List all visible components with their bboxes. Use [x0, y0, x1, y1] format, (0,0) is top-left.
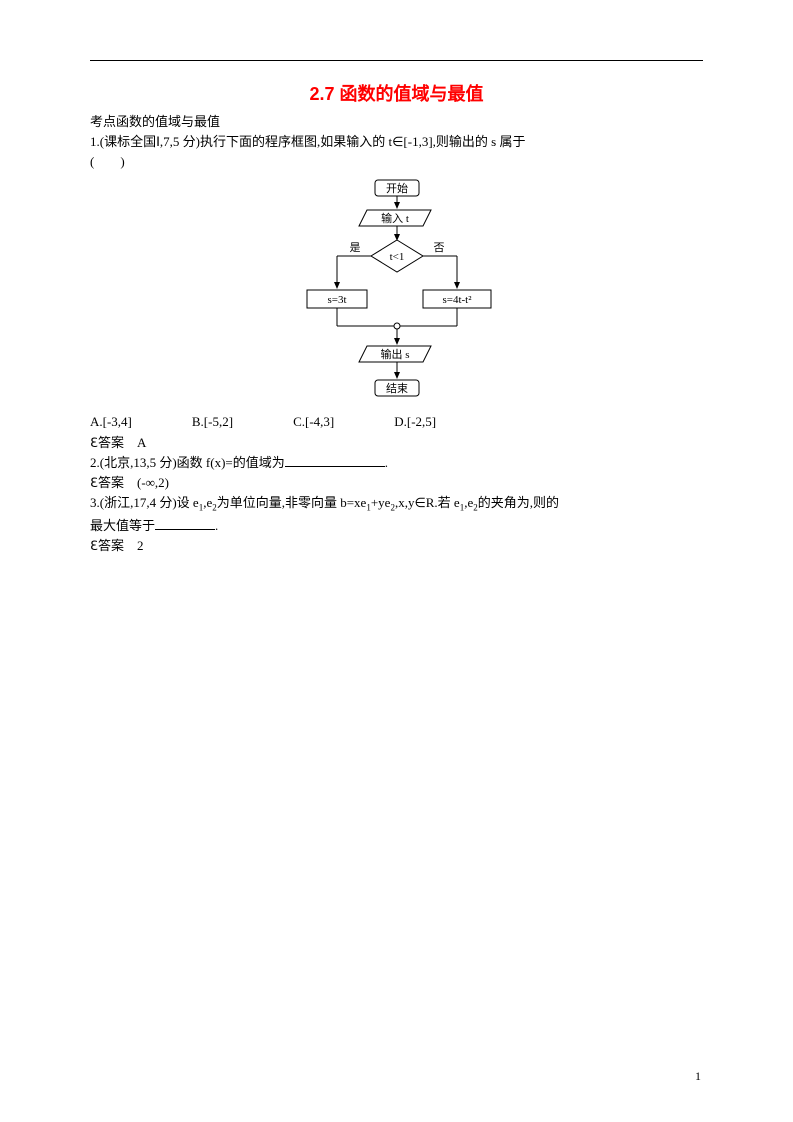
- q3-blank: [155, 517, 215, 529]
- page-title: 2.7 函数的值域与最值: [90, 80, 703, 106]
- flowchart-svg: 开始 输入 t t<1 是 否 s=3t s=4t-t² 输出 s: [297, 178, 497, 408]
- fc-input: 输入 t: [381, 211, 409, 225]
- option-b: B.[-5,2]: [192, 412, 233, 432]
- flowchart: 开始 输入 t t<1 是 否 s=3t s=4t-t² 输出 s: [90, 178, 703, 408]
- q1-stem-a: 1.(课标全国Ⅰ,7,5 分)执行下面的程序框图,如果输入的 t∈[-1,3],…: [90, 132, 703, 152]
- option-a: A.[-3,4]: [90, 412, 132, 432]
- section-subtitle: 考点函数的值域与最值: [90, 112, 703, 132]
- option-c: C.[-4,3]: [293, 412, 334, 432]
- answer-icon: ℇ: [90, 435, 98, 450]
- q1-options: A.[-3,4] B.[-5,2] C.[-4,3] D.[-2,5]: [90, 412, 703, 432]
- option-d: D.[-2,5]: [394, 412, 436, 432]
- q3-answer: ℇ答案 2: [90, 536, 703, 556]
- fc-no: 否: [433, 242, 444, 254]
- fc-right: s=4t-t²: [442, 294, 472, 306]
- fc-start: 开始: [386, 181, 408, 195]
- answer-icon: ℇ: [90, 475, 98, 490]
- q1-stem-b: ( ): [90, 152, 703, 172]
- fc-yes: 是: [349, 241, 360, 254]
- q1-answer: ℇ答案 A: [90, 433, 703, 453]
- fc-left: s=3t: [327, 294, 346, 306]
- fc-output: 输出 s: [380, 347, 409, 361]
- q2-stem: 2.(北京,13,5 分)函数 f(x)=的值域为.: [90, 453, 703, 473]
- page-number: 1: [695, 1069, 701, 1084]
- q2-answer: ℇ答案 (-∞,2): [90, 473, 703, 493]
- fc-cond: t<1: [389, 251, 404, 263]
- q3-stem-line1: 3.(浙江,17,4 分)设 e1,e2为单位向量,非零向量 b=xe1+ye2…: [90, 493, 703, 516]
- fc-end: 结束: [386, 382, 408, 395]
- q2-blank: [285, 454, 385, 466]
- q3-stem-line2: 最大值等于.: [90, 516, 703, 536]
- top-rule: [90, 60, 703, 61]
- answer-icon: ℇ: [90, 538, 98, 553]
